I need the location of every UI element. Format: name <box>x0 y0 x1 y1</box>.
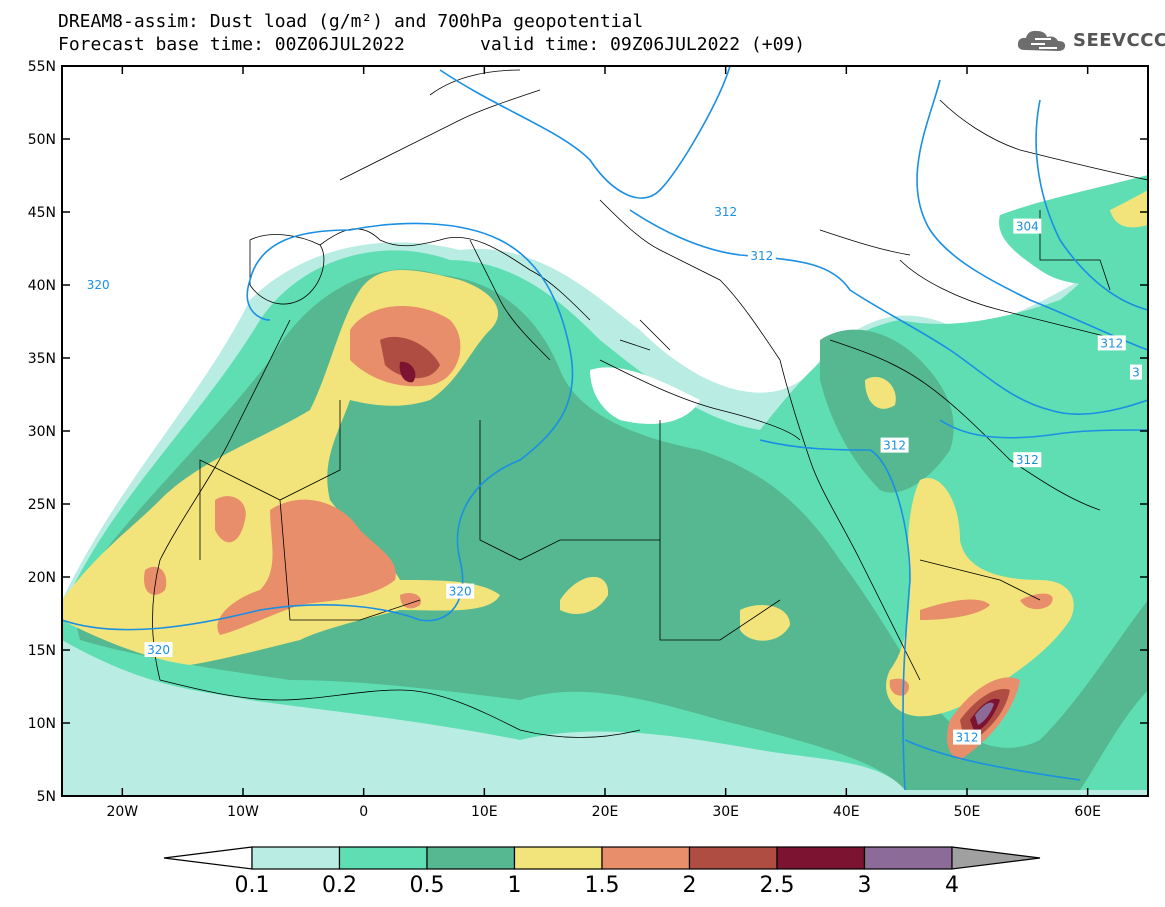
lat-tick-label: 45N <box>28 205 56 221</box>
lon-tick-label: 50E <box>954 804 981 820</box>
country-borders <box>152 69 1148 738</box>
contour-label-bg <box>446 583 475 599</box>
colorbar-high-extension <box>951 846 1041 870</box>
lon-tick-label: 10E <box>471 804 498 820</box>
lat-tick-label: 10N <box>28 716 56 732</box>
lon-tick-label: 0 <box>359 804 368 820</box>
colorbar-label: 0.1 <box>235 873 270 898</box>
colorbar-label: 0.5 <box>410 873 445 898</box>
contour-label-bg <box>880 437 909 453</box>
lat-tick-label: 15N <box>28 643 56 659</box>
contour-label: 304 <box>1016 220 1039 234</box>
colorbar-swatch <box>688 846 778 870</box>
contour-label-bg <box>953 729 981 745</box>
colorbar-label: 1 <box>508 873 522 898</box>
lat-tick-label: 30N <box>28 424 56 440</box>
latitude-axis: 55N 50N 45N 40N 35N 30N 25N 20N 15N 10N 5N <box>28 59 1148 805</box>
contour-label-bg <box>1129 364 1142 380</box>
lat-tick-label: 5N <box>37 789 56 805</box>
dust-load-colorbar: 0.1 0.2 0.5 1 1.5 2 2.5 3 4 <box>163 846 1041 898</box>
colorbar-low-extension <box>163 846 253 870</box>
contour-label: 320 <box>87 278 110 292</box>
colorbar-swatch <box>513 846 603 870</box>
lon-tick-label: 40E <box>833 804 860 820</box>
contour-label-bg <box>144 642 173 657</box>
colorbar-swatch <box>776 846 866 870</box>
contour-label: 320 <box>449 585 472 599</box>
colorbar-swatch <box>601 846 691 870</box>
seevccc-logo: SEEVCCC <box>1015 26 1165 56</box>
colorbar-label: 2 <box>683 873 697 898</box>
contour-label-bg <box>711 204 740 219</box>
colorbar-label: 2.5 <box>760 873 795 898</box>
contour-label: 312 <box>750 249 773 263</box>
lat-tick-label: 35N <box>28 351 56 367</box>
contour-label-bg <box>1097 335 1126 351</box>
lon-tick-label: 20W <box>106 804 138 820</box>
contour-label: 312 <box>1016 453 1039 467</box>
contour-label-bg <box>84 277 113 292</box>
forecast-base-time: Forecast base time: 00Z06JUL2022 <box>58 34 405 55</box>
contour-label: 320 <box>147 643 170 657</box>
colorbar-swatch <box>251 846 341 870</box>
contour-label-bg <box>1013 452 1042 468</box>
lon-tick-label: 60E <box>1074 804 1101 820</box>
cloud-icon <box>1017 30 1066 51</box>
contour-label: 312 <box>714 205 737 219</box>
lon-tick-label: 20E <box>592 804 619 820</box>
valid-time: valid time: 09Z06JUL2022 (+09) <box>480 34 806 55</box>
map-title: DREAM8-assim: Dust load (g/m²) and 700hP… <box>58 11 644 32</box>
geopotential-contours <box>62 66 1148 791</box>
lon-tick-label: 30E <box>712 804 739 820</box>
longitude-axis: 20W 10W 0 10E 20E 30E 40E 50E 60E <box>106 66 1101 820</box>
lat-tick-label: 55N <box>28 59 56 75</box>
colorbar-label: 0.2 <box>322 873 357 898</box>
contour-label: 312 <box>956 731 979 745</box>
contour-label-bg <box>1013 218 1042 234</box>
colorbar-label: 3 <box>858 873 872 898</box>
lat-tick-label: 20N <box>28 570 56 586</box>
contour-label: 312 <box>883 439 906 453</box>
colorbar-label: 4 <box>945 873 959 898</box>
lat-tick-label: 40N <box>28 278 56 294</box>
lon-tick-label: 10W <box>227 804 259 820</box>
colorbar-swatch <box>338 846 428 870</box>
contour-label-bg <box>747 247 776 263</box>
contour-label: 312 <box>1100 336 1123 350</box>
lat-tick-label: 25N <box>28 497 56 513</box>
colorbar-swatch <box>863 846 953 870</box>
contour-label: 3 <box>1132 366 1140 380</box>
dust-shading <box>62 66 1148 796</box>
logo-text: SEEVCCC <box>1073 30 1165 51</box>
contour-labels: 320 312 312 304 312 312 312 320 320 312 3 <box>84 204 1142 745</box>
colorbar-label: 1.5 <box>585 873 620 898</box>
colorbar-swatch <box>426 846 516 870</box>
lat-tick-label: 50N <box>28 132 56 148</box>
